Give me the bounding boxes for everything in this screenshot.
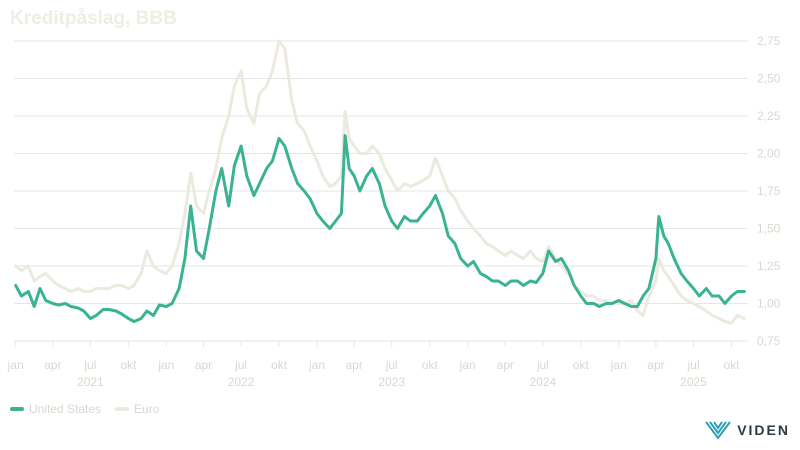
x-tick-label: jan	[459, 358, 476, 372]
legend-swatch-us	[10, 407, 24, 411]
legend-item-us: United States	[10, 402, 101, 416]
x-tick-label: okt	[120, 358, 137, 372]
y-tick-label: 0,75	[757, 334, 781, 348]
x-year-label: 2022	[228, 375, 255, 389]
y-tick-label: 1,50	[757, 222, 781, 236]
x-tick-label: okt	[422, 358, 439, 372]
x-tick-label: okt	[723, 358, 740, 372]
x-tick-label: jul	[686, 358, 699, 372]
y-tick-label: 2,00	[757, 147, 781, 161]
legend-label-us: United States	[29, 402, 102, 416]
x-tick-label: okt	[271, 358, 288, 372]
legend-swatch-euro	[115, 407, 130, 411]
legend-item-euro: Euro	[115, 402, 159, 416]
x-tick-label: apr	[44, 358, 61, 372]
y-tick-label: 2,75	[757, 34, 781, 48]
y-tick-label: 1,25	[757, 259, 781, 273]
x-tick-label: jan	[610, 358, 627, 372]
y-tick-label: 2,50	[757, 72, 781, 86]
series-line-euro	[14, 39, 746, 325]
x-tick-label: jul	[83, 358, 96, 372]
x-tick-label: apr	[647, 358, 664, 372]
x-tick-label: jan	[308, 358, 325, 372]
x-tick-label: jan	[157, 358, 174, 372]
x-tick-label: apr	[497, 358, 514, 372]
x-tick-label: jul	[385, 358, 398, 372]
y-axis-ticks: 0,75 1,00 1,25 1,50 1,75 2,00 2,25 2,50 2,75	[757, 34, 781, 348]
x-year-label: 2025	[680, 375, 707, 389]
x-year-label: 2021	[77, 375, 104, 389]
series-line-us	[14, 134, 746, 323]
x-tick-label: okt	[573, 358, 590, 372]
x-tick-label: apr	[345, 358, 362, 372]
x-year-label: 2023	[378, 375, 405, 389]
x-tick-label: jan	[7, 358, 24, 372]
chart-title: Kreditpåslag, BBB	[10, 8, 177, 29]
x-axis-ticks: jan apr jul okt jan apr jul okt jan apr jul okt jan a…	[7, 341, 740, 389]
x-tick-label: jul	[234, 358, 247, 372]
x-tick-label: jul	[536, 358, 549, 372]
y-tick-label: 1,00	[757, 297, 781, 311]
series-lines	[14, 39, 746, 325]
viden-logo: VIDEN	[705, 420, 790, 440]
legend: United States Euro	[10, 402, 159, 416]
brand-name: VIDEN	[737, 422, 790, 438]
y-tick-label: 2,25	[757, 109, 781, 123]
viden-logo-icon	[705, 421, 732, 440]
x-tick-label: apr	[195, 358, 212, 372]
y-tick-label: 1,75	[757, 184, 781, 198]
legend-label-euro: Euro	[134, 402, 160, 416]
x-year-label: 2024	[529, 375, 556, 389]
